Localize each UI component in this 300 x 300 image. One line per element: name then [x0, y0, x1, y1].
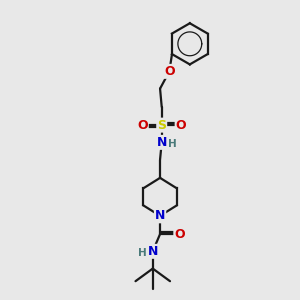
Text: O: O	[164, 65, 175, 78]
Text: N: N	[148, 245, 158, 258]
Text: N: N	[157, 136, 167, 149]
Text: O: O	[176, 118, 186, 132]
Text: S: S	[157, 118, 166, 132]
Text: N: N	[155, 209, 165, 222]
Text: H: H	[168, 139, 176, 149]
Text: O: O	[174, 228, 185, 241]
Text: H: H	[138, 248, 147, 258]
Text: O: O	[137, 118, 148, 132]
